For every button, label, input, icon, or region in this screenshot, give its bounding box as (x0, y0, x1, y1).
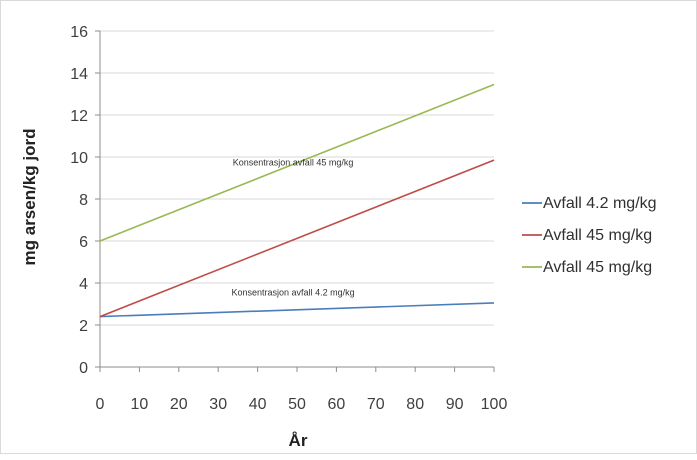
series-line-3 (99, 83, 495, 242)
x-tick-label: 30 (209, 396, 227, 413)
x-tick-label: 60 (328, 396, 346, 413)
y-tick-label: 14 (70, 66, 88, 83)
annotations: Konsentrasjon avfall 45 mg/kg Konsentrasj… (232, 157, 355, 297)
legend-label-3: Avfall 45 mg/kg (543, 259, 652, 276)
series-lines (99, 83, 495, 318)
series-line-2 (99, 159, 495, 318)
annotation-1: Konsentrasjon avfall 45 mg/kg (233, 157, 354, 167)
x-tick-label: 70 (367, 396, 385, 413)
y-tick-label: 6 (79, 234, 88, 251)
x-tick-label: 10 (131, 396, 149, 413)
x-tick-label: 0 (96, 396, 105, 413)
legend: Avfall 4.2 mg/kg Avfall 45 mg/kg Avfall 45… (522, 195, 657, 276)
annotation-2: Konsentrasjon avfall 4.2 mg/kg (232, 288, 355, 298)
x-tick-label: 40 (249, 396, 267, 413)
y-axis-title: mg arsen/kg jord (20, 129, 39, 266)
x-tick-label: 80 (406, 396, 424, 413)
legend-label-1: Avfall 4.2 mg/kg (543, 195, 657, 212)
legend-label-2: Avfall 45 mg/kg (543, 227, 652, 244)
y-tick-label: 4 (79, 276, 88, 293)
axes: 0 2 4 6 8 10 12 14 16 0 10 20 30 40 50 60 70 80 90 100 (70, 24, 507, 413)
y-tick-label: 8 (79, 192, 88, 209)
x-tick-label: 20 (170, 396, 188, 413)
x-tick-label: 50 (288, 396, 306, 413)
y-tick-label: 10 (70, 150, 88, 167)
y-tick-label: 12 (70, 108, 88, 125)
y-tick-label: 0 (79, 360, 88, 377)
x-tick-label: 90 (446, 396, 464, 413)
gridlines (100, 30, 494, 326)
x-tick-label: 100 (481, 396, 508, 413)
x-axis-title: År (289, 431, 308, 450)
y-tick-label: 2 (79, 318, 88, 335)
y-tick-label: 16 (70, 24, 88, 41)
series-line-1 (99, 302, 495, 318)
